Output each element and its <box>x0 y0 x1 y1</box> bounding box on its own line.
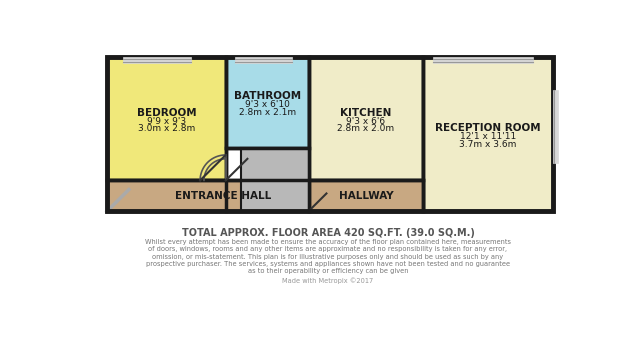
Bar <box>308 180 423 211</box>
Bar <box>308 57 423 180</box>
Text: prospective purchaser. The services, systems and appliances shown have not been : prospective purchaser. The services, sys… <box>146 261 510 267</box>
Bar <box>123 57 191 62</box>
Text: 2.8m x 2.1m: 2.8m x 2.1m <box>239 108 296 117</box>
Text: omission, or mis-statement. This plan is for illustrative purposes only and shou: omission, or mis-statement. This plan is… <box>152 253 504 260</box>
Text: of doors, windows, rooms and any other items are approximate and no responsibili: of doors, windows, rooms and any other i… <box>148 246 508 252</box>
Bar <box>107 180 308 211</box>
Text: 3.7m x 3.6m: 3.7m x 3.6m <box>460 140 516 149</box>
Bar <box>241 148 308 211</box>
Text: 9'3 x 6'6: 9'3 x 6'6 <box>346 117 385 126</box>
Bar <box>226 57 308 148</box>
Text: 9'9 x 9'3: 9'9 x 9'3 <box>147 117 186 126</box>
Text: KITCHEN: KITCHEN <box>340 108 392 118</box>
Text: 2.8m x 2.0m: 2.8m x 2.0m <box>337 124 394 133</box>
Text: TOTAL APPROX. FLOOR AREA 420 SQ.FT. (39.0 SQ.M.): TOTAL APPROX. FLOOR AREA 420 SQ.FT. (39.… <box>182 228 474 238</box>
Text: 9'3 x 6'10: 9'3 x 6'10 <box>244 100 290 109</box>
Bar <box>553 90 558 163</box>
Bar <box>107 57 226 180</box>
Text: BEDROOM: BEDROOM <box>136 108 196 118</box>
Bar <box>423 57 553 211</box>
Bar <box>107 57 553 211</box>
Text: 3.0m x 2.8m: 3.0m x 2.8m <box>138 124 195 133</box>
Text: Whilst every attempt has been made to ensure the accuracy of the floor plan cont: Whilst every attempt has been made to en… <box>145 239 511 245</box>
Text: BATHROOM: BATHROOM <box>234 91 301 101</box>
Text: Made with Metropix ©2017: Made with Metropix ©2017 <box>282 278 374 284</box>
Bar <box>433 57 533 62</box>
Bar <box>235 57 292 62</box>
Text: HALLWAY: HALLWAY <box>339 191 394 201</box>
Text: RECEPTION ROOM: RECEPTION ROOM <box>435 123 541 133</box>
Text: ENTRANCE HALL: ENTRANCE HALL <box>175 191 271 201</box>
Text: as to their operability or efficiency can be given: as to their operability or efficiency ca… <box>248 268 408 274</box>
Text: 12'1 x 11'11: 12'1 x 11'11 <box>460 132 516 141</box>
